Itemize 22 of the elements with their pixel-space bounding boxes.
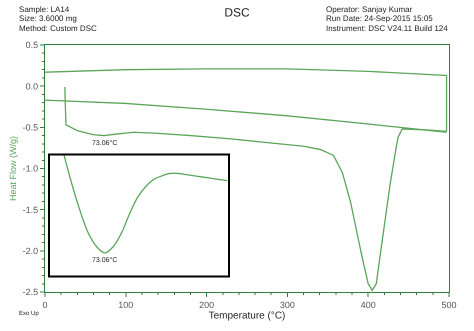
y-tick-label: -2.0 bbox=[22, 246, 38, 256]
text: Sample: LA14 bbox=[19, 5, 70, 14]
x-tick-label: 100 bbox=[118, 300, 134, 310]
x-axis-title: Temperature (°C) bbox=[208, 310, 286, 322]
x-tick-label: 400 bbox=[360, 300, 376, 310]
text: Operator: Sanjay Kumar bbox=[326, 5, 413, 14]
text: Size: 3.6000 mg bbox=[19, 14, 77, 23]
y-tick-label: -1.0 bbox=[22, 164, 38, 174]
x-tick-label: 200 bbox=[199, 300, 214, 310]
y-tick-label: -2.5 bbox=[22, 287, 38, 298]
text: Run Date: 24-Sep-2015 15:05 bbox=[326, 14, 434, 23]
y-tick-label: -0.5 bbox=[22, 122, 38, 132]
x-tick-label: 500 bbox=[441, 300, 457, 310]
y-tick-label: 0.0 bbox=[26, 81, 38, 92]
text: Instrument: DSC V24.11 Build 124 bbox=[326, 24, 448, 33]
x-tick-label: 300 bbox=[280, 300, 295, 310]
y-axis-title: Heat Flow (W/g) bbox=[8, 136, 18, 202]
y-tick-label: -1.5 bbox=[22, 204, 38, 215]
chart-title: DSC bbox=[224, 6, 250, 20]
x-tick-label: 0 bbox=[42, 300, 48, 310]
y-tick-label: 0.5 bbox=[26, 40, 38, 50]
text: Method: Custom DSC bbox=[19, 24, 98, 33]
